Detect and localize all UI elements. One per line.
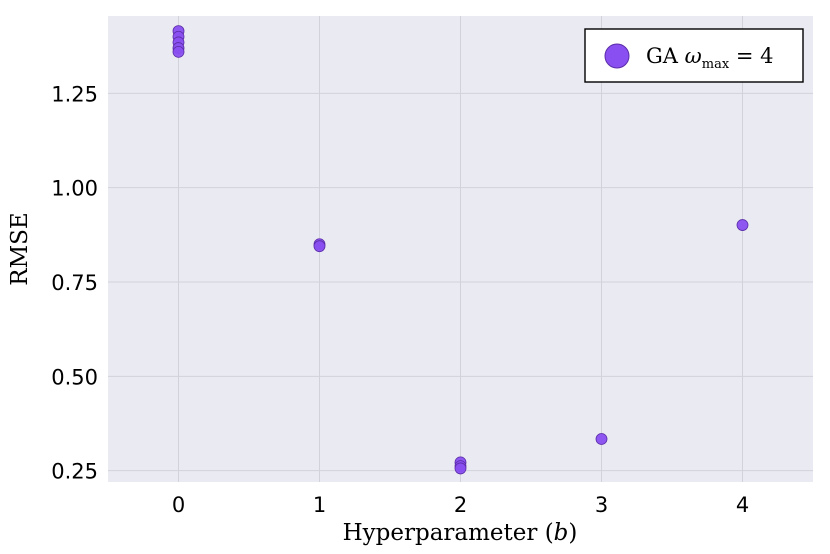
legend-entry-label: GA ωmax = 4 xyxy=(646,44,773,72)
y-axis-label: RMSE xyxy=(7,212,33,285)
x-tick-labels: 0 1 2 3 4 xyxy=(172,493,749,517)
y-tick-label: 0.75 xyxy=(51,271,98,295)
y-tick-label: 1.00 xyxy=(51,177,98,201)
data-point xyxy=(595,433,608,445)
x-axis-label: Hyperparameter (b) xyxy=(343,520,578,546)
data-point xyxy=(313,240,326,253)
data-point xyxy=(172,45,185,58)
y-tick-label: 1.25 xyxy=(51,82,98,106)
y-tick-label: 0.25 xyxy=(51,460,98,484)
x-tick-label: 1 xyxy=(313,493,326,517)
data-points xyxy=(172,25,749,475)
y-tick-labels: 0.25 0.50 0.75 1.00 1.25 xyxy=(51,82,98,483)
x-tick-label: 2 xyxy=(454,493,467,517)
data-point xyxy=(454,462,467,475)
legend-marker xyxy=(604,43,630,69)
legend: GA ωmax = 4 xyxy=(584,28,804,83)
y-tick-label: 0.50 xyxy=(51,365,98,389)
x-tick-label: 4 xyxy=(736,493,749,517)
x-tick-label: 0 xyxy=(172,493,185,517)
data-point xyxy=(736,219,749,231)
x-tick-label: 3 xyxy=(595,493,608,517)
